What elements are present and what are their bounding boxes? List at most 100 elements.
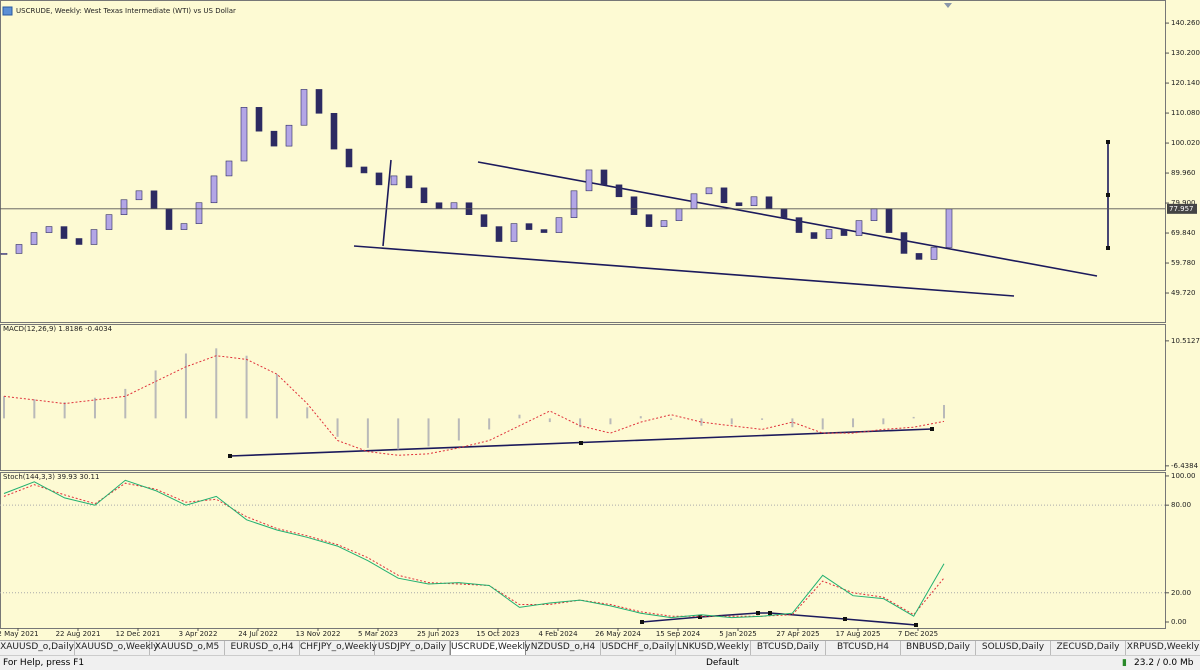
- candle: [615, 184, 623, 198]
- macd-bar: [639, 416, 642, 419]
- chart-tab[interactable]: ZECUSD,Daily: [1051, 641, 1126, 656]
- chart-tab[interactable]: USDJPY_o,Daily: [375, 641, 450, 656]
- candle: [360, 166, 368, 174]
- chart-tab[interactable]: XAUUSD_o,M5: [150, 641, 225, 656]
- help-text: For Help, press F1: [3, 658, 85, 668]
- chart-tab[interactable]: USDCHF_o,Daily: [601, 641, 676, 656]
- macd-bar: [306, 407, 309, 419]
- macd-bar: [852, 418, 855, 428]
- anchor: [1106, 246, 1110, 250]
- stoch-signal: [3, 482, 945, 617]
- trendline: [641, 612, 917, 626]
- x-tick-label: 15 Oct 2023: [476, 630, 519, 638]
- macd-title: MACD(12,26,9) 1.8186 -0.4034: [3, 325, 113, 333]
- macd-bar: [93, 397, 96, 419]
- stoch-panel: [0, 472, 1166, 629]
- candle: [570, 190, 578, 218]
- chart-window: USCRUDE, Weekly: West Texas Intermediate…: [0, 0, 1200, 640]
- candle: [150, 190, 158, 210]
- macd-bar: [943, 404, 945, 419]
- x-tick-label: 5 Jan 2025: [719, 630, 757, 638]
- macd-bar: [154, 370, 157, 419]
- x-tick-label: 4 Feb 2024: [538, 630, 578, 638]
- candle: [750, 196, 758, 207]
- candle: [645, 214, 653, 227]
- y-tick-label: 100.00: [1171, 472, 1196, 480]
- anchor: [1106, 193, 1110, 197]
- candle: [840, 229, 848, 236]
- anchor: [698, 615, 702, 619]
- candle: [435, 202, 443, 210]
- candle: [480, 214, 488, 227]
- chart-tab[interactable]: NZDUSD_o,H4: [526, 641, 601, 656]
- trendline: [353, 245, 1015, 297]
- candle: [60, 226, 68, 239]
- macd-bar: [63, 402, 66, 419]
- x-tick-label: 3 Apr 2022: [179, 630, 218, 638]
- anchor: [1106, 140, 1110, 144]
- y-tick-label: 100.020: [1171, 139, 1200, 147]
- anchor: [914, 623, 918, 627]
- candle: [375, 172, 383, 186]
- chart-tab[interactable]: XAUUSD_o,Daily: [0, 641, 75, 656]
- anchor: [640, 620, 644, 624]
- anchor: [768, 611, 772, 615]
- candle: [405, 175, 413, 189]
- x-tick-label: 22 Aug 2021: [56, 630, 101, 638]
- anchor: [756, 611, 760, 615]
- candle: [930, 247, 938, 260]
- stoch-main: [3, 479, 945, 619]
- candle: [660, 220, 668, 227]
- macd-bar: [579, 418, 582, 428]
- signal-icon: ▮: [1122, 658, 1127, 668]
- candle: [780, 208, 788, 218]
- macd-bar: [245, 355, 248, 419]
- y-tick-label: 130.200: [1171, 49, 1200, 57]
- chart-tab[interactable]: EURUSD_o,H4: [225, 641, 300, 656]
- x-tick-label: 15 Sep 2024: [656, 630, 701, 638]
- x-tick-label: 24 Jul 2022: [238, 630, 278, 638]
- chart-tab[interactable]: SOLUSD,Daily: [976, 641, 1051, 656]
- macd-bar: [124, 388, 127, 419]
- chart-tab[interactable]: LNKUSD,Weekly: [676, 641, 751, 656]
- background: [0, 0, 1200, 640]
- stoch-title: Stoch(144,3,3) 39.93 30.11: [3, 473, 99, 481]
- x-tick-label: 25 Jun 2023: [417, 630, 459, 638]
- candle: [30, 232, 38, 245]
- candle: [585, 169, 593, 192]
- candle: [915, 253, 923, 260]
- chart-tab[interactable]: CHFJPY_o,Weekly: [300, 641, 377, 656]
- chart-tab[interactable]: BNBUSD,Daily: [901, 641, 976, 656]
- y-tick-label: 49.720: [1171, 289, 1196, 297]
- candle: [870, 208, 878, 221]
- macd-bar: [336, 418, 339, 437]
- y-tick-label: 110.080: [1171, 109, 1200, 117]
- chart-tab[interactable]: BTCUSD,Daily: [751, 641, 826, 656]
- macd-bar: [184, 353, 187, 419]
- macd-bar: [488, 418, 491, 430]
- y-tick-label: 10.5127: [1171, 337, 1200, 345]
- candle: [795, 217, 803, 233]
- macd-bar: [609, 418, 612, 425]
- candle: [450, 202, 458, 210]
- macd-bar: [670, 418, 673, 420]
- candle: [675, 208, 683, 221]
- y-tick-label: -6.4384: [1171, 462, 1199, 470]
- x-tick-label: 26 May 2024: [595, 630, 641, 638]
- candle: [825, 229, 833, 239]
- chart-tab[interactable]: BTCUSD,H4: [826, 641, 901, 656]
- macd-bar: [427, 418, 430, 447]
- anchor: [930, 427, 934, 431]
- candle: [270, 130, 278, 147]
- chart-tab[interactable]: XRPUSD,Weekly: [1126, 641, 1200, 656]
- chart-tab[interactable]: USCRUDE,Weekly: [450, 641, 530, 656]
- macd-bar: [882, 418, 885, 425]
- candle: [690, 193, 698, 210]
- candle: [165, 208, 173, 230]
- y-tick-label: 140.260: [1171, 19, 1200, 27]
- chart-tab[interactable]: XAUUSD_o,Weekly: [75, 641, 159, 656]
- x-tick-label: 17 Aug 2025: [836, 630, 881, 638]
- shift-marker: [944, 3, 952, 8]
- macd-signal: [3, 355, 945, 456]
